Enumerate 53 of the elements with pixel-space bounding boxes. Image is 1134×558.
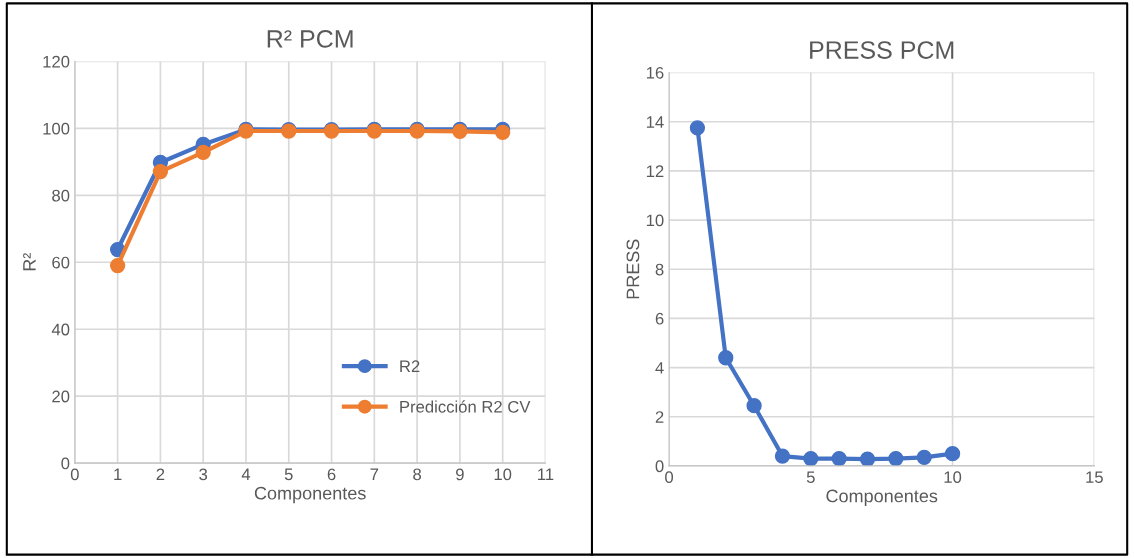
x-tick-label: 11: [538, 468, 554, 481]
point: [195, 144, 211, 161]
y-tick-label: 2: [655, 411, 664, 423]
legend-label: R2: [400, 360, 420, 372]
y-tick-label: 40: [51, 323, 70, 336]
x-tick-label: 8: [413, 468, 422, 481]
y-tick-label: 12: [646, 165, 664, 177]
point: [746, 398, 762, 414]
x-tick-label: 5: [284, 468, 293, 481]
y-axis-title: R²: [23, 253, 36, 271]
point: [859, 451, 876, 466]
point: [152, 163, 169, 180]
y-tick-label: 60: [52, 256, 70, 269]
x-tick-label: 2: [156, 468, 165, 481]
y-tick-label: 0: [655, 460, 664, 473]
x-tick-label: 6: [327, 468, 336, 481]
chart-title: R² PCM: [267, 30, 353, 48]
y-tick-label: 80: [52, 189, 70, 202]
point: [803, 450, 819, 466]
y-tick-label: 6: [655, 312, 664, 325]
legend-label: Predicción R2 CV: [400, 400, 531, 413]
point: [109, 257, 126, 274]
x-tick-label: 0: [665, 471, 674, 484]
x-tick-label: 0: [70, 468, 79, 481]
x-tick-label: 10: [944, 471, 962, 484]
point: [916, 449, 932, 465]
y-tick-label: 100: [43, 122, 70, 135]
x-tick-label: 4: [241, 468, 251, 481]
y-tick-label: 4: [655, 362, 664, 374]
x-tick-label: 5: [806, 471, 815, 484]
point: [831, 450, 847, 466]
point: [689, 120, 706, 136]
x-tick-label: 10: [494, 468, 512, 481]
x-axis-title: Componentes: [826, 489, 938, 506]
y-tick-label: 14: [646, 116, 664, 128]
y-tick-label: 10: [646, 214, 664, 227]
point: [888, 450, 904, 466]
point: [774, 448, 791, 464]
x-axis-title: Componentes: [254, 486, 366, 504]
x-tick-label: 1: [114, 468, 122, 481]
x-tick-label: 9: [456, 468, 464, 481]
x-tick-label: 7: [370, 468, 379, 481]
x-tick-label: 15: [1086, 471, 1103, 484]
chart-title: PRESS PCM: [810, 41, 954, 59]
point: [718, 350, 734, 366]
x-tick-label: 3: [199, 468, 208, 481]
y-tick-label: 0: [61, 457, 70, 470]
point: [944, 445, 961, 462]
y-tick-label: 120: [43, 55, 70, 68]
y-tick-label: 16: [646, 66, 664, 79]
y-axis-title: PRESS: [626, 239, 640, 299]
y-tick-label: 8: [655, 263, 664, 276]
y-tick-label: 20: [52, 390, 70, 403]
